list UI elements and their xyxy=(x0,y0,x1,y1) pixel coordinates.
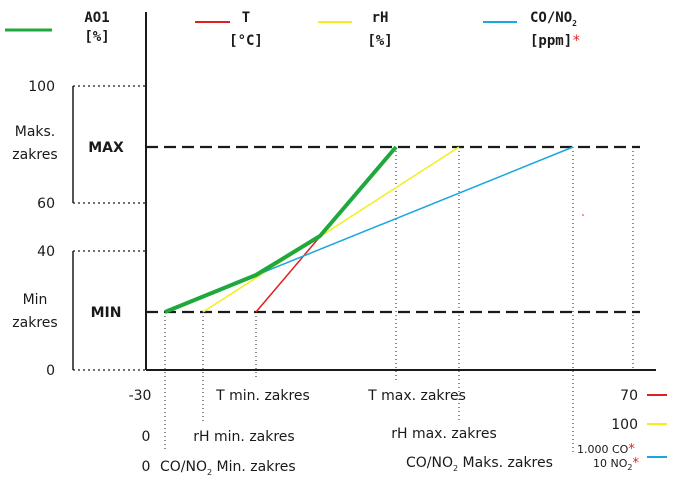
co-max-label: CO/NO2 Maks. zakres xyxy=(406,455,553,473)
co-min-prefix: CO/NO xyxy=(160,459,207,475)
legend-t-unit: [°C] xyxy=(229,33,263,49)
t-end-label: 70 xyxy=(620,388,638,404)
t-max-label: T max. zakres xyxy=(367,388,466,404)
rh-signal-line xyxy=(202,146,460,313)
co-end-2-prefix: 10 NO xyxy=(593,457,628,470)
min-line-label: MIN xyxy=(91,305,122,321)
vertical-guides xyxy=(164,147,634,452)
min-zakres-label-2: zakres xyxy=(12,315,57,331)
y-tick-100: 100 xyxy=(28,79,55,95)
maks-zakres-label-1: Maks. xyxy=(15,124,56,140)
co-min-label: CO/NO2 Min. zakres xyxy=(160,459,296,477)
ao1-output-line xyxy=(164,145,398,314)
t-min-label: T min. zakres xyxy=(215,388,310,404)
rh-min-label: rH min. zakres xyxy=(193,429,294,445)
y-tick-0: 0 xyxy=(46,363,55,379)
max-line-label: MAX xyxy=(88,140,124,156)
legend-t-name: T xyxy=(242,10,250,26)
legend-co-unit-text: [ppm] xyxy=(530,33,572,49)
legend-co-name: CO/NO2 xyxy=(530,10,577,28)
legend-rh-name: rH xyxy=(372,10,389,26)
legend-co-unit: [ppm]* xyxy=(530,33,581,49)
co-min-suffix: Min. zakres xyxy=(212,459,296,475)
rh-start-label: 0 xyxy=(142,429,151,445)
co-start-label: 0 xyxy=(142,459,151,475)
co-max-prefix: CO/NO xyxy=(406,455,453,471)
rh-max-label: rH max. zakres xyxy=(391,426,497,442)
co-end-2-sub: 2 xyxy=(627,463,632,472)
stray-dot xyxy=(582,214,584,216)
legend-rh-unit: [%] xyxy=(367,33,392,49)
min-zakres-label-1: Min xyxy=(23,292,48,308)
legend-co-name-prefix: CO/NO xyxy=(530,10,572,26)
legend-co-name-sub: 2 xyxy=(572,19,577,28)
y-tick-40: 40 xyxy=(37,244,55,260)
legend-ao1-unit: [%] xyxy=(84,29,109,45)
co-end-2-asterisk: * xyxy=(632,456,639,471)
legend-ao1-name: AO1 xyxy=(84,10,109,26)
co-max-suffix: Maks. zakres xyxy=(458,455,553,471)
co-end-1-asterisk: * xyxy=(628,442,635,457)
legend: AO1 [%] T [°C] rH [%] CO/NO2 [ppm]* xyxy=(5,10,581,49)
co-end-label-1: 1.000 CO* xyxy=(577,442,635,457)
co-max-sub: 2 xyxy=(453,464,458,473)
co-min-sub: 2 xyxy=(207,468,212,477)
legend-co-asterisk: * xyxy=(572,33,580,49)
maks-zakres-label-2: zakres xyxy=(12,147,57,163)
y-tick-60: 60 xyxy=(37,196,55,212)
t-start-label: -30 xyxy=(129,388,152,404)
co-end-label-2: 10 NO2* xyxy=(593,456,639,472)
co-end-1-text: 1.000 CO xyxy=(577,443,629,456)
rh-end-label: 100 xyxy=(611,417,638,433)
